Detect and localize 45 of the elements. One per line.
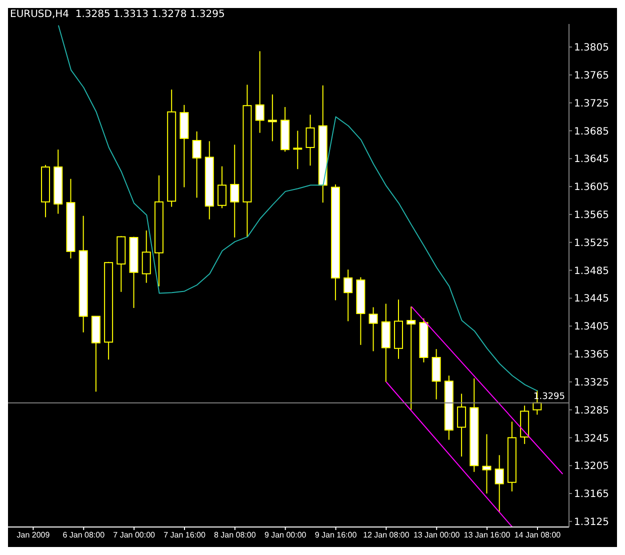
x-tick-label: 12 Jan 08:00 bbox=[363, 530, 410, 540]
y-tick-label: 1.3245 bbox=[574, 433, 609, 444]
x-tick-label: 8 Jan 08:00 bbox=[214, 530, 256, 540]
y-tick-label: 1.3765 bbox=[574, 70, 609, 82]
y-tick-label: 1.3285 bbox=[574, 405, 609, 416]
y-tick-label: 1.3645 bbox=[574, 154, 609, 166]
x-tick-label: 6 Jan 08:00 bbox=[62, 530, 106, 540]
candlestick bbox=[230, 144, 240, 238]
x-tick-label: 9 Jan 16:00 bbox=[314, 530, 358, 540]
candlestick bbox=[142, 230, 151, 284]
y-tick-label: 1.3525 bbox=[574, 238, 609, 249]
y-tick-label: 1.3805 bbox=[574, 42, 609, 54]
x-tick-label: 13 Jan 16:00 bbox=[464, 530, 511, 540]
candlestick bbox=[192, 130, 202, 198]
x-tick-label: 9 Jan 00:00 bbox=[264, 530, 307, 540]
y-tick-label: 1.3205 bbox=[574, 461, 609, 472]
candlestick bbox=[255, 50, 264, 134]
y-tick-label: 1.3485 bbox=[574, 266, 609, 277]
x-tick-label: Jan 2009 bbox=[16, 530, 50, 540]
candlestick bbox=[306, 114, 315, 166]
y-tick-label: 1.3725 bbox=[574, 98, 609, 110]
y-tick-label: 1.3445 bbox=[574, 294, 609, 305]
y-tick-label: 1.3365 bbox=[574, 350, 609, 361]
x-tick-label: 14 Jan 08:00 bbox=[514, 530, 562, 540]
candlestick bbox=[293, 130, 302, 170]
candlestick bbox=[344, 269, 353, 322]
y-tick-label: 1.3325 bbox=[574, 377, 609, 388]
y-tick-label: 1.3405 bbox=[574, 322, 609, 333]
x-tick-label: 7 Jan 16:00 bbox=[164, 530, 206, 540]
y-tick-label: 1.3685 bbox=[574, 126, 609, 138]
line-series bbox=[58, 24, 538, 392]
chart-title: EURUSD,H4 1.3285 1.3313 1.3278 1.3295 bbox=[10, 9, 225, 20]
candlestick bbox=[432, 348, 441, 400]
candlestick bbox=[482, 434, 492, 494]
y-tick-label: 1.3605 bbox=[574, 182, 609, 194]
candlestick bbox=[457, 393, 466, 458]
x-tick-label: 7 Jan 00:00 bbox=[113, 530, 156, 540]
y-tick-label: 1.3565 bbox=[574, 210, 609, 222]
y-tick-label: 1.3125 bbox=[574, 516, 609, 528]
candlestick bbox=[368, 306, 378, 352]
candlestick bbox=[406, 306, 416, 410]
candlestick bbox=[218, 166, 227, 209]
y-tick-label: 1.3165 bbox=[574, 489, 609, 500]
x-tick-label: 13 Jan 00:00 bbox=[413, 530, 460, 540]
candlestick bbox=[494, 454, 504, 512]
